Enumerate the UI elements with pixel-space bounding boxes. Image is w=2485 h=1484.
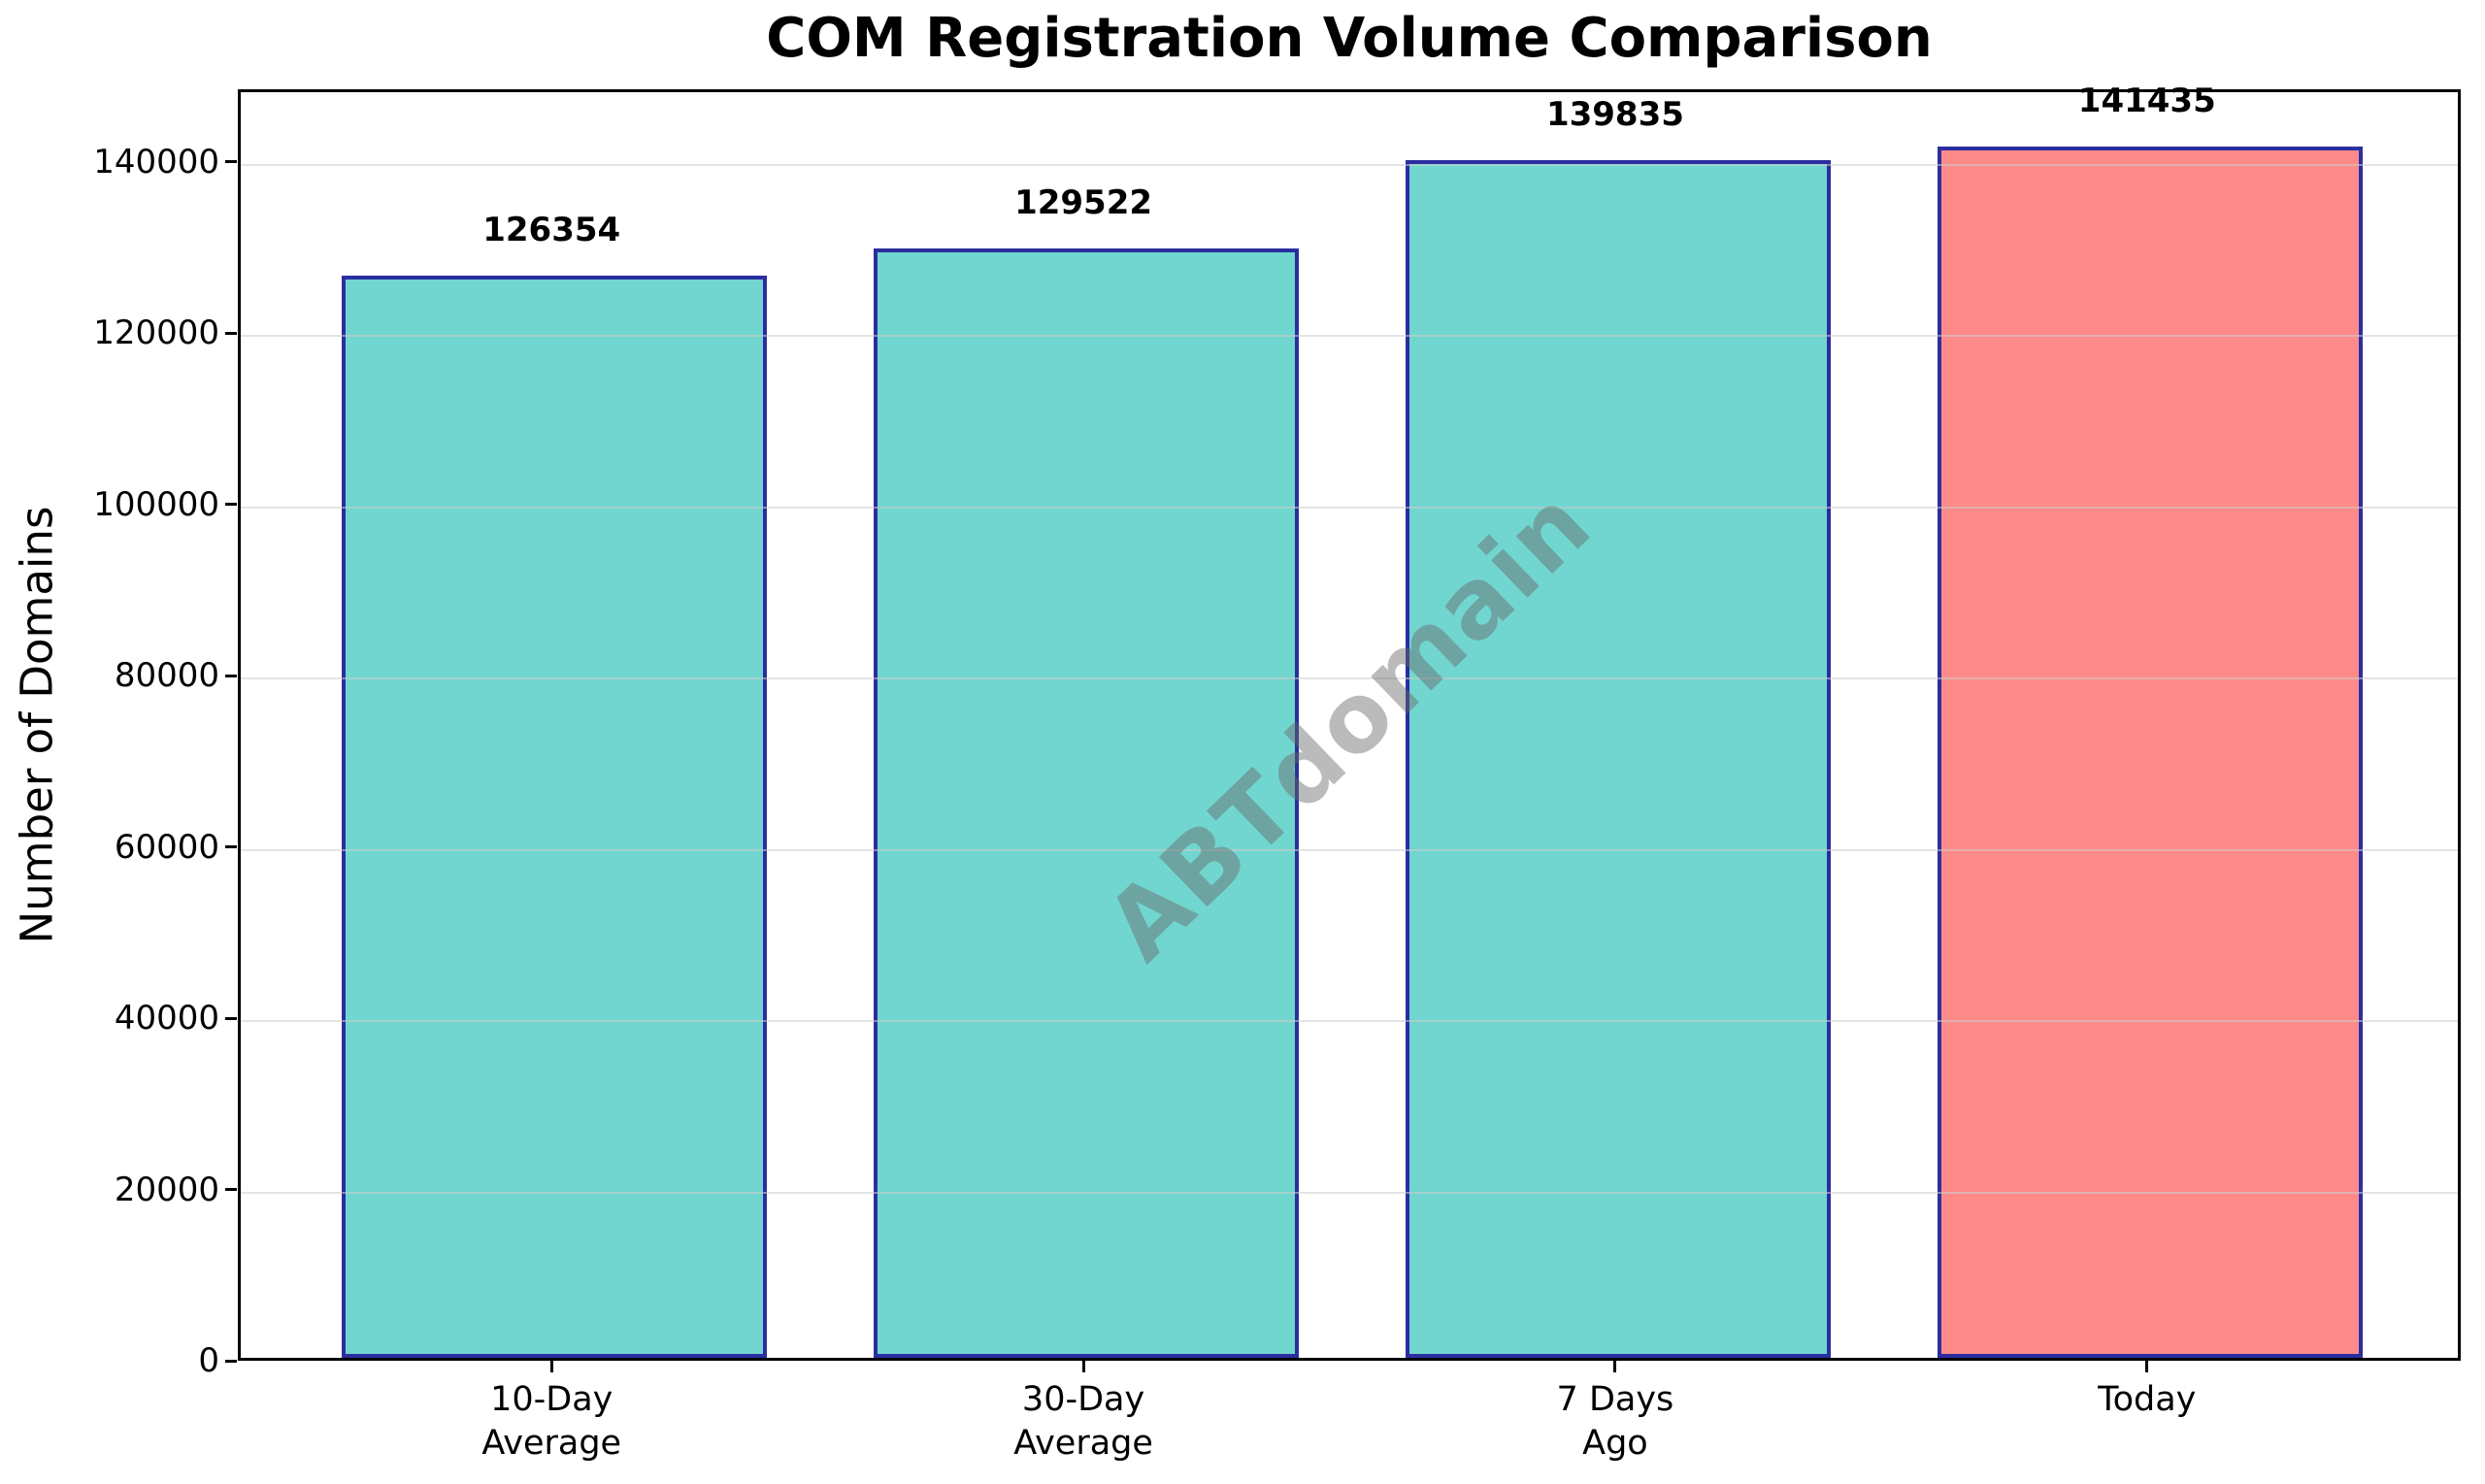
y-tick-mark-120000 [225,331,237,335]
y-tick-label-120000: 120000 [93,313,219,353]
y-tick-mark-80000 [225,674,237,677]
bar-2-30-day-average [873,248,1300,1358]
bar-value-label-1: 126354 [482,211,621,250]
x-tick-mark-3 [1613,1361,1617,1372]
bar-3-7-days-ago [1405,160,1832,1358]
bar-4-today [1937,147,2363,1358]
y-tick-label-20000: 20000 [114,1170,219,1209]
bar-value-label-4: 141435 [2077,82,2216,121]
plot-area: ABTdomain [238,89,2461,1361]
y-tick-mark-100000 [225,503,237,507]
bar-value-label-3: 139835 [1545,95,1684,135]
x-tick-mark-2 [1081,1361,1085,1372]
y-tick-label-60000: 60000 [114,827,219,867]
gridline-120000 [241,335,2458,338]
y-tick-label-100000: 100000 [93,484,219,524]
y-tick-label-0: 0 [198,1341,219,1380]
y-tick-label-40000: 40000 [114,999,219,1039]
y-axis-label: Number of Domains [11,506,63,944]
x-tick-label-3: 7 Days Ago [1556,1380,1674,1463]
y-tick-mark-0 [225,1359,237,1363]
gridline-40000 [241,1020,2458,1023]
chart-title: COM Registration Volume Comparison [766,7,1933,70]
gridline-80000 [241,677,2458,680]
gridline-100000 [241,506,2458,509]
x-tick-mark-4 [2145,1361,2149,1372]
gridline-20000 [241,1191,2458,1194]
x-tick-label-1: 10-Day Average [481,1380,622,1463]
y-tick-label-140000: 140000 [93,142,219,181]
x-tick-label-2: 30-Day Average [1013,1380,1153,1463]
y-tick-mark-60000 [225,845,237,849]
y-tick-label-80000: 80000 [114,656,219,696]
bar-1-10-day-average [342,276,768,1358]
gridline-140000 [241,163,2458,166]
bar-value-label-2: 129522 [1014,183,1153,223]
y-tick-mark-20000 [225,1188,237,1192]
y-tick-mark-140000 [225,160,237,164]
gridline-60000 [241,848,2458,851]
x-tick-mark-1 [549,1361,553,1372]
x-tick-label-4: Today [2098,1380,2197,1419]
y-tick-mark-40000 [225,1016,237,1020]
